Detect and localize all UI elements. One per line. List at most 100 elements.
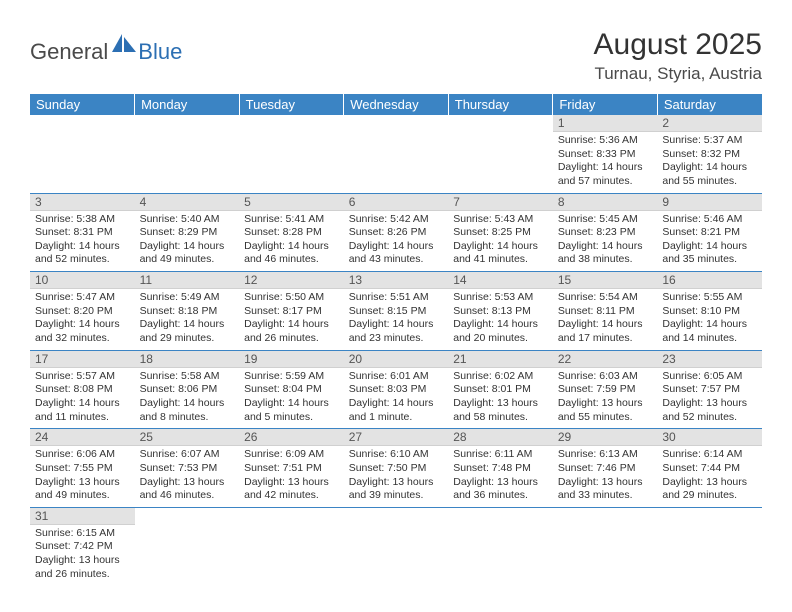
day-number: 1: [553, 115, 658, 132]
daylight-line: and 46 minutes.: [140, 489, 235, 503]
sunrise-line: Sunrise: 5:51 AM: [349, 291, 444, 305]
calendar-cell: [239, 115, 344, 193]
day-details: Sunrise: 5:49 AMSunset: 8:18 PMDaylight:…: [135, 289, 240, 350]
calendar-cell: 16Sunrise: 5:55 AMSunset: 8:10 PMDayligh…: [657, 272, 762, 351]
weekday-header-row: Sunday Monday Tuesday Wednesday Thursday…: [30, 94, 762, 115]
sunrise-line: Sunrise: 6:02 AM: [453, 370, 548, 384]
sunset-line: Sunset: 7:44 PM: [662, 462, 757, 476]
sunset-line: Sunset: 8:31 PM: [35, 226, 130, 240]
sunset-line: Sunset: 8:18 PM: [140, 305, 235, 319]
calendar-cell: [344, 507, 449, 585]
sunset-line: Sunset: 7:42 PM: [35, 540, 130, 554]
day-details: Sunrise: 6:10 AMSunset: 7:50 PMDaylight:…: [344, 446, 449, 507]
daylight-line: Daylight: 14 hours: [453, 318, 548, 332]
daylight-line: Daylight: 14 hours: [244, 397, 339, 411]
daylight-line: and 43 minutes.: [349, 253, 444, 267]
day-details: Sunrise: 5:43 AMSunset: 8:25 PMDaylight:…: [448, 211, 553, 272]
weekday-header: Sunday: [30, 94, 135, 115]
sunrise-line: Sunrise: 6:01 AM: [349, 370, 444, 384]
sunset-line: Sunset: 8:26 PM: [349, 226, 444, 240]
day-number: 9: [657, 194, 762, 211]
daylight-line: Daylight: 14 hours: [140, 240, 235, 254]
sunset-line: Sunset: 8:03 PM: [349, 383, 444, 397]
daylight-line: Daylight: 14 hours: [558, 161, 653, 175]
day-details: Sunrise: 5:47 AMSunset: 8:20 PMDaylight:…: [30, 289, 135, 350]
location-label: Turnau, Styria, Austria: [594, 64, 762, 84]
daylight-line: Daylight: 13 hours: [662, 397, 757, 411]
calendar-cell: 5Sunrise: 5:41 AMSunset: 8:28 PMDaylight…: [239, 193, 344, 272]
calendar-cell: 30Sunrise: 6:14 AMSunset: 7:44 PMDayligh…: [657, 429, 762, 508]
daylight-line: and 46 minutes.: [244, 253, 339, 267]
sunrise-line: Sunrise: 6:14 AM: [662, 448, 757, 462]
sunrise-line: Sunrise: 6:05 AM: [662, 370, 757, 384]
header: General Blue August 2025 Turnau, Styria,…: [30, 28, 762, 84]
sunrise-line: Sunrise: 6:15 AM: [35, 527, 130, 541]
sunrise-line: Sunrise: 6:13 AM: [558, 448, 653, 462]
sunset-line: Sunset: 8:17 PM: [244, 305, 339, 319]
day-details: Sunrise: 5:38 AMSunset: 8:31 PMDaylight:…: [30, 211, 135, 272]
sunset-line: Sunset: 8:23 PM: [558, 226, 653, 240]
day-details: Sunrise: 5:41 AMSunset: 8:28 PMDaylight:…: [239, 211, 344, 272]
sunrise-line: Sunrise: 5:50 AM: [244, 291, 339, 305]
daylight-line: Daylight: 13 hours: [35, 554, 130, 568]
weekday-header: Saturday: [657, 94, 762, 115]
day-details: Sunrise: 6:02 AMSunset: 8:01 PMDaylight:…: [448, 368, 553, 429]
sunrise-line: Sunrise: 5:54 AM: [558, 291, 653, 305]
sunset-line: Sunset: 8:32 PM: [662, 148, 757, 162]
sunrise-line: Sunrise: 5:55 AM: [662, 291, 757, 305]
day-details: Sunrise: 5:50 AMSunset: 8:17 PMDaylight:…: [239, 289, 344, 350]
daylight-line: and 35 minutes.: [662, 253, 757, 267]
calendar-row: 31 Sunrise: 6:15 AMSunset: 7:42 PMDayligh…: [30, 507, 762, 585]
calendar-cell: 10Sunrise: 5:47 AMSunset: 8:20 PMDayligh…: [30, 272, 135, 351]
sail-icon: [112, 34, 138, 59]
calendar-cell: [657, 507, 762, 585]
day-number: 2: [657, 115, 762, 132]
calendar-cell: 11Sunrise: 5:49 AMSunset: 8:18 PMDayligh…: [135, 272, 240, 351]
day-number: 7: [448, 194, 553, 211]
day-number: 29: [553, 429, 658, 446]
daylight-line: Daylight: 14 hours: [558, 318, 653, 332]
daylight-line: and 55 minutes.: [558, 411, 653, 425]
calendar-cell: 14Sunrise: 5:53 AMSunset: 8:13 PMDayligh…: [448, 272, 553, 351]
calendar-row: 10Sunrise: 5:47 AMSunset: 8:20 PMDayligh…: [30, 272, 762, 351]
sunset-line: Sunset: 8:06 PM: [140, 383, 235, 397]
sunset-line: Sunset: 8:15 PM: [349, 305, 444, 319]
calendar-cell: [30, 115, 135, 193]
daylight-line: and 49 minutes.: [35, 489, 130, 503]
daylight-line: Daylight: 13 hours: [453, 397, 548, 411]
day-details: Sunrise: 5:53 AMSunset: 8:13 PMDaylight:…: [448, 289, 553, 350]
daylight-line: and 14 minutes.: [662, 332, 757, 346]
daylight-line: Daylight: 13 hours: [349, 476, 444, 490]
calendar-cell: [448, 115, 553, 193]
day-number: 31: [30, 508, 135, 525]
calendar-cell: 1Sunrise: 5:36 AMSunset: 8:33 PMDaylight…: [553, 115, 658, 193]
daylight-line: and 33 minutes.: [558, 489, 653, 503]
daylight-line: Daylight: 14 hours: [349, 240, 444, 254]
day-details: Sunrise: 6:03 AMSunset: 7:59 PMDaylight:…: [553, 368, 658, 429]
daylight-line: Daylight: 14 hours: [349, 318, 444, 332]
daylight-line: and 49 minutes.: [140, 253, 235, 267]
sunrise-line: Sunrise: 5:57 AM: [35, 370, 130, 384]
daylight-line: and 29 minutes.: [140, 332, 235, 346]
calendar-cell: 15Sunrise: 5:54 AMSunset: 8:11 PMDayligh…: [553, 272, 658, 351]
daylight-line: Daylight: 14 hours: [662, 161, 757, 175]
calendar-cell: 3Sunrise: 5:38 AMSunset: 8:31 PMDaylight…: [30, 193, 135, 272]
daylight-line: Daylight: 14 hours: [140, 397, 235, 411]
sunrise-line: Sunrise: 6:03 AM: [558, 370, 653, 384]
calendar-cell: 2Sunrise: 5:37 AMSunset: 8:32 PMDaylight…: [657, 115, 762, 193]
day-details: Sunrise: 5:37 AMSunset: 8:32 PMDaylight:…: [657, 132, 762, 193]
sunset-line: Sunset: 7:48 PM: [453, 462, 548, 476]
daylight-line: Daylight: 13 hours: [140, 476, 235, 490]
day-number: 24: [30, 429, 135, 446]
daylight-line: and 52 minutes.: [35, 253, 130, 267]
day-details: Sunrise: 5:55 AMSunset: 8:10 PMDaylight:…: [657, 289, 762, 350]
calendar-cell: 24Sunrise: 6:06 AMSunset: 7:55 PMDayligh…: [30, 429, 135, 508]
calendar-cell: [135, 507, 240, 585]
daylight-line: and 39 minutes.: [349, 489, 444, 503]
calendar-cell: 22Sunrise: 6:03 AMSunset: 7:59 PMDayligh…: [553, 350, 658, 429]
sunset-line: Sunset: 8:10 PM: [662, 305, 757, 319]
sunset-line: Sunset: 8:08 PM: [35, 383, 130, 397]
daylight-line: and 8 minutes.: [140, 411, 235, 425]
daylight-line: and 5 minutes.: [244, 411, 339, 425]
day-number: 26: [239, 429, 344, 446]
